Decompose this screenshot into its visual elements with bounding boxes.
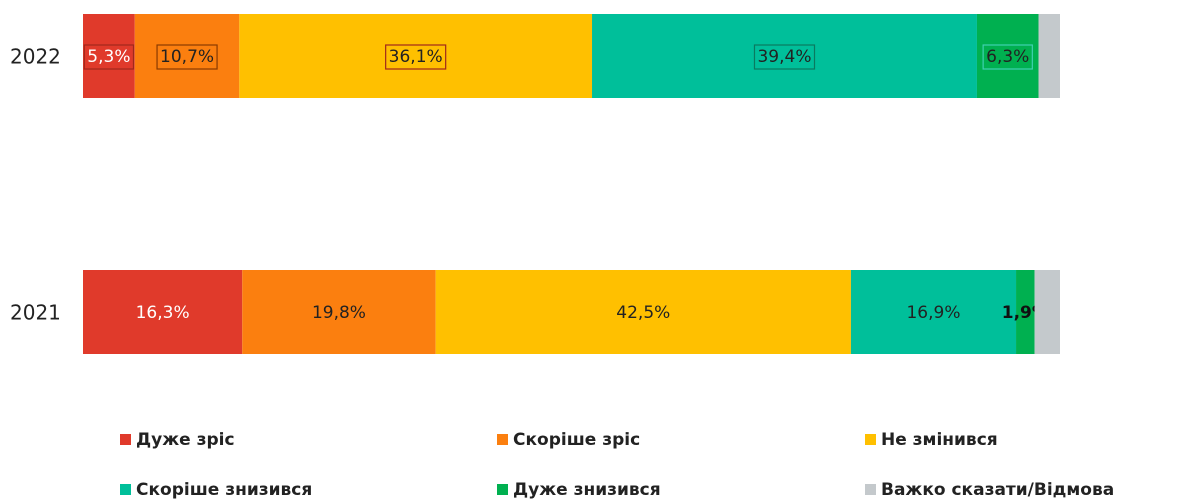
legend-label: Дуже знизився bbox=[513, 480, 661, 500]
value-label: 5,3% bbox=[87, 47, 130, 67]
bar-segment bbox=[83, 270, 243, 354]
category-label: 2021 bbox=[10, 301, 61, 325]
legend-swatch bbox=[865, 434, 876, 445]
bar-segment bbox=[850, 270, 1017, 354]
legend-swatch bbox=[497, 434, 508, 445]
label-box bbox=[753, 44, 816, 70]
value-label: 16,3% bbox=[136, 303, 190, 323]
legend-swatch bbox=[497, 484, 508, 495]
value-label: 19,8% bbox=[312, 303, 366, 323]
legend-label: Дуже зріс bbox=[136, 430, 235, 450]
value-label: 10,7% bbox=[160, 47, 214, 67]
value-label: 6,3% bbox=[986, 47, 1029, 67]
value-label: 39,4% bbox=[757, 47, 811, 67]
bar-segment bbox=[592, 14, 977, 98]
bar-segment bbox=[134, 14, 240, 98]
bar-segment bbox=[1034, 270, 1060, 354]
legend-label: Не змінився bbox=[881, 430, 998, 450]
bar-segment bbox=[435, 270, 851, 354]
bar-segment bbox=[242, 270, 436, 354]
label-box bbox=[982, 44, 1033, 70]
bar-segment bbox=[1016, 270, 1035, 354]
legend-swatch bbox=[120, 484, 131, 495]
label-box bbox=[385, 44, 447, 70]
label-box bbox=[83, 44, 135, 70]
value-label: 42,5% bbox=[616, 303, 670, 323]
bar-segment bbox=[239, 14, 593, 98]
legend-label: Скоріше знизився bbox=[136, 480, 312, 500]
legend-swatch bbox=[865, 484, 876, 495]
value-label: 16,9% bbox=[906, 303, 960, 323]
bar-segment bbox=[976, 14, 1039, 98]
category-label: 2022 bbox=[10, 45, 61, 69]
bar-segment bbox=[1038, 14, 1060, 98]
legend-label: Важко сказати/Відмова bbox=[881, 480, 1114, 500]
legend-swatch bbox=[120, 434, 131, 445]
bar-segment bbox=[83, 14, 135, 98]
label-box bbox=[156, 44, 218, 70]
value-label: 36,1% bbox=[389, 47, 443, 67]
legend-label: Скоріше зріс bbox=[513, 430, 640, 450]
